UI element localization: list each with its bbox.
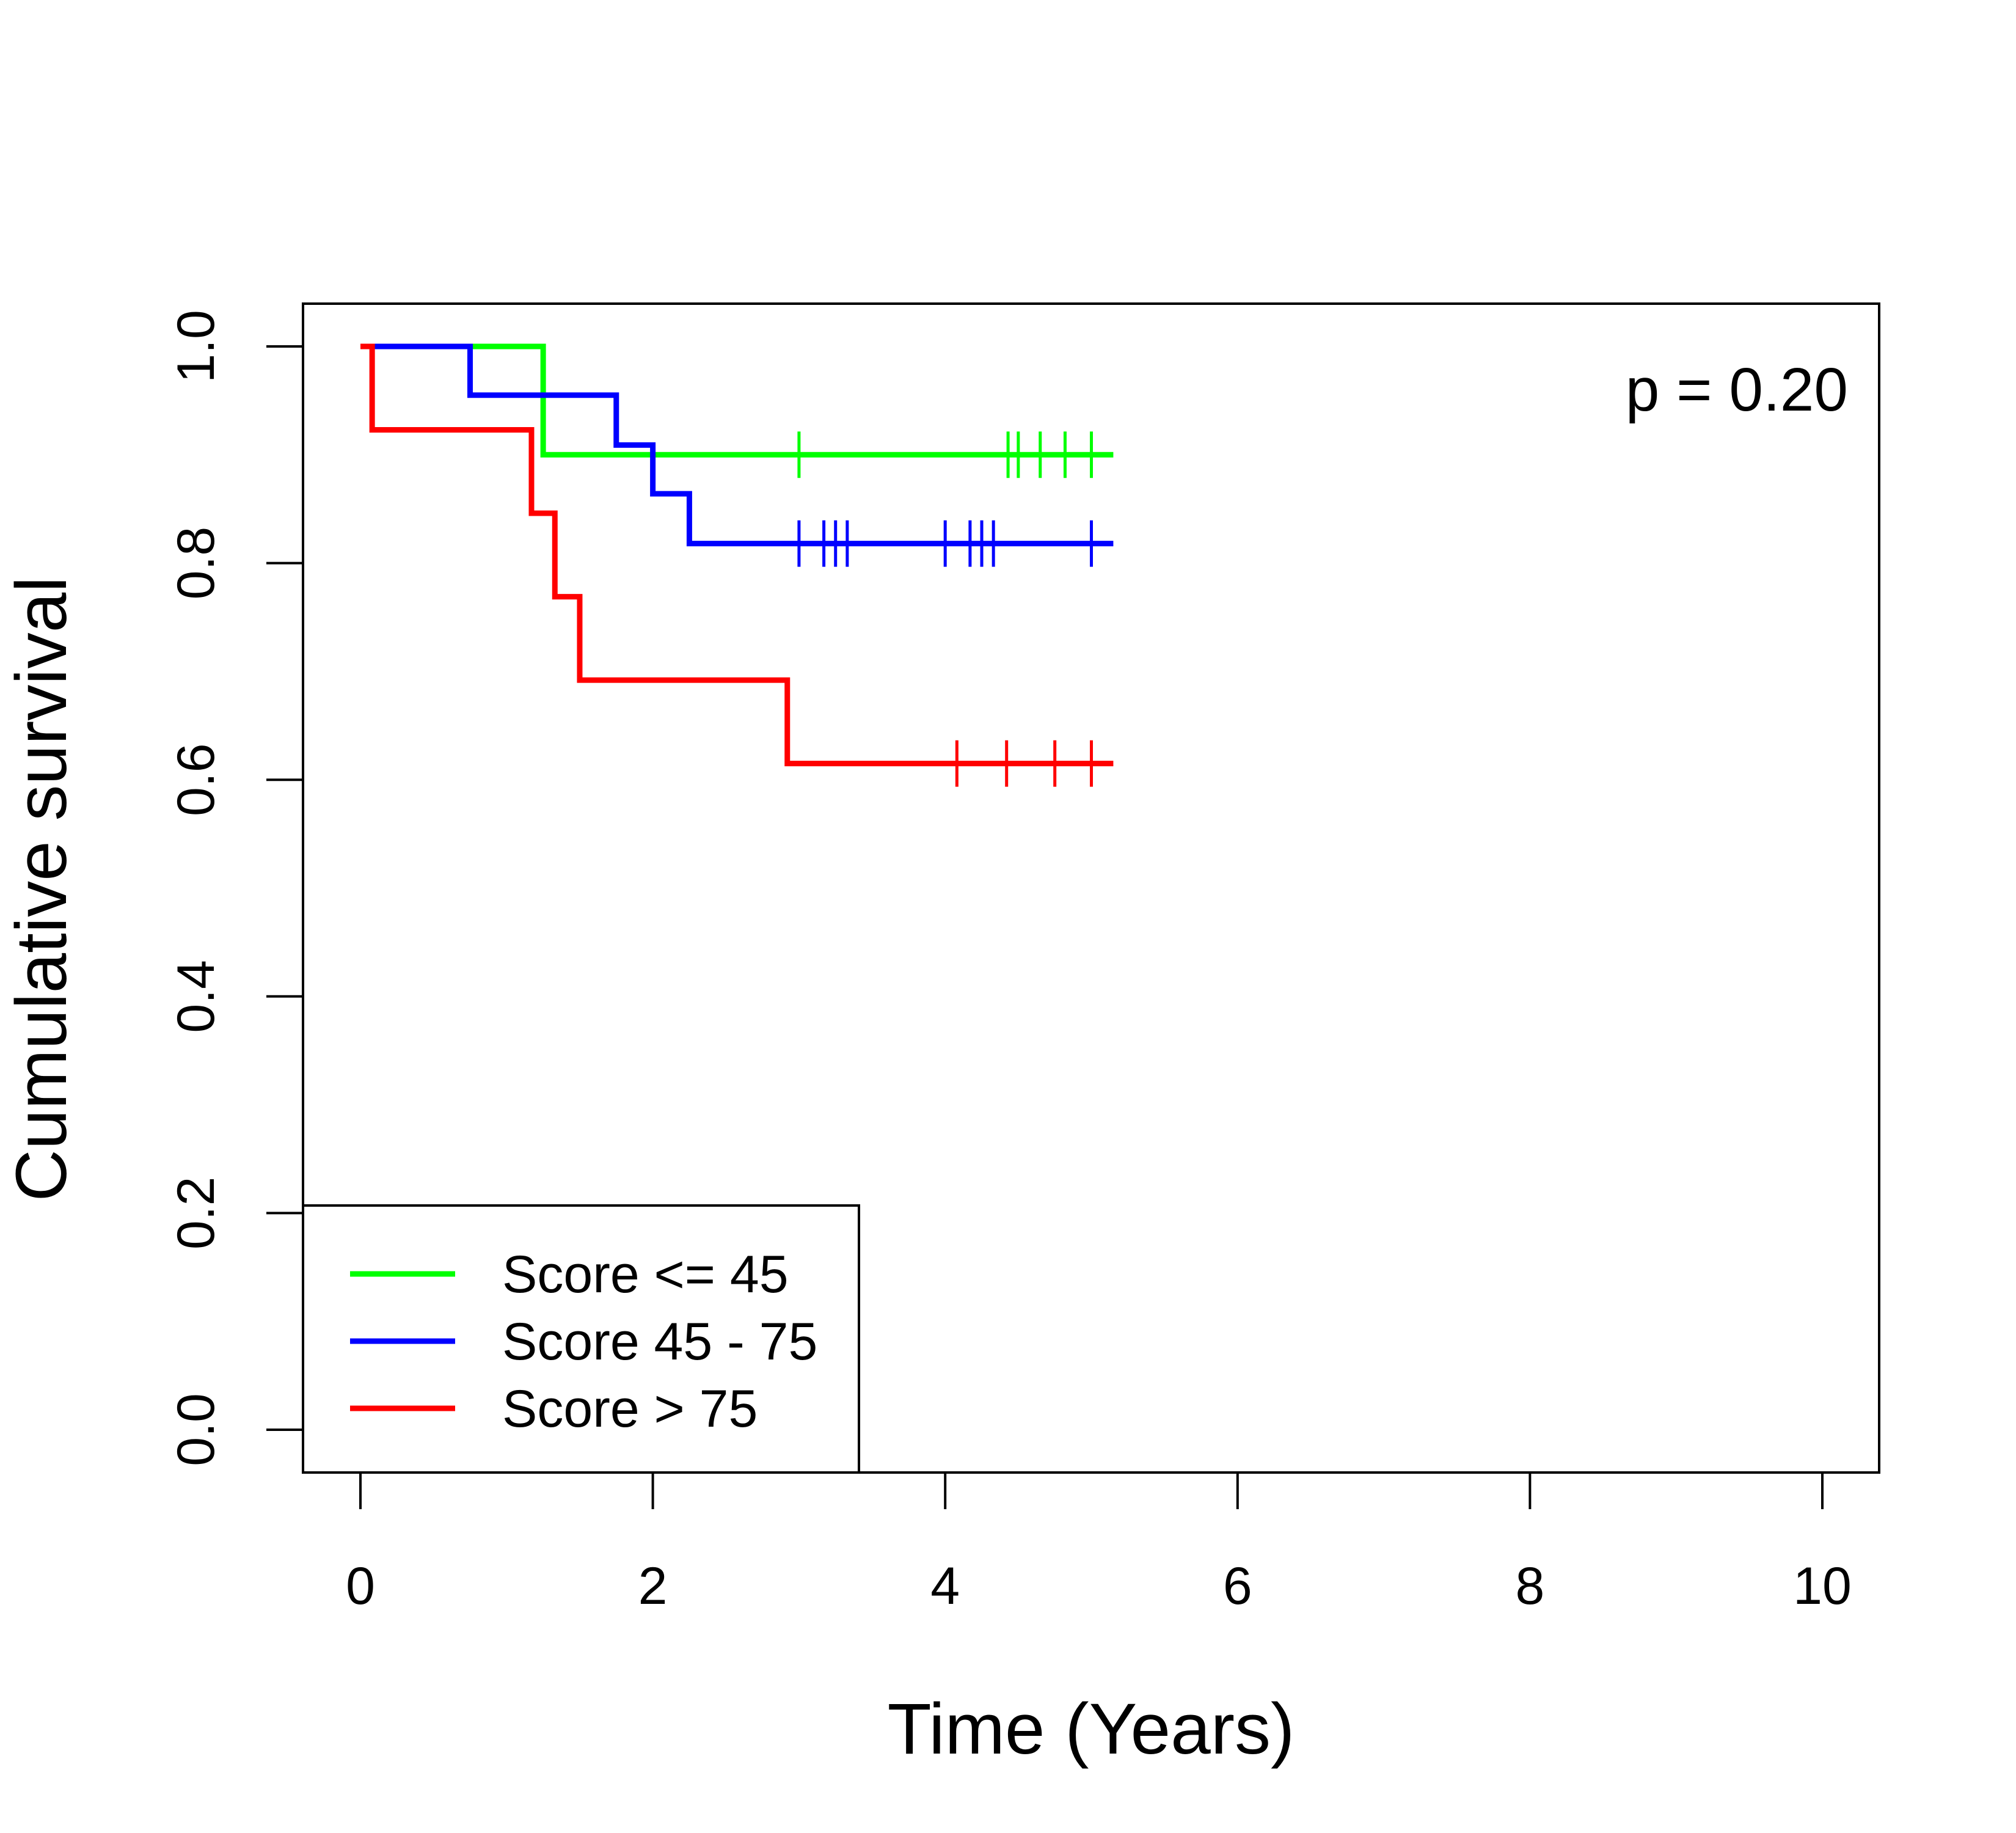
- y-tick-label: 0.6: [167, 743, 225, 816]
- y-tick-label: 0.8: [167, 527, 225, 600]
- series-layer: [360, 343, 1114, 787]
- legend-label: Score <= 45: [502, 1245, 789, 1304]
- series-2: [360, 343, 1114, 567]
- series-3: [360, 343, 1114, 787]
- x-tick-label: 8: [1515, 1557, 1544, 1615]
- plot-frame: [302, 302, 1880, 1474]
- x-tick-label: 4: [930, 1557, 960, 1615]
- y-tick-label: 0.4: [167, 960, 225, 1033]
- y-axis-title: Cumulative survival: [1, 577, 82, 1202]
- x-tick-label: 10: [1793, 1557, 1852, 1615]
- legend-label: Score > 75: [502, 1380, 758, 1438]
- series-line: [360, 343, 1114, 767]
- y-tick-label: 0.2: [167, 1177, 225, 1250]
- x-tick-label: 6: [1223, 1557, 1252, 1615]
- y-tick-label: 0.0: [167, 1393, 225, 1466]
- x-axis-title: Time (Years): [888, 1689, 1295, 1769]
- legend: Score <= 45 Score 45 - 75 Score > 75: [302, 1204, 860, 1474]
- x-tick-label: 2: [638, 1557, 668, 1615]
- p-value-annotation: p = 0.20: [1626, 356, 1848, 424]
- y-axis: 0.0 0.2 0.4 0.6 0.8 1.0: [167, 310, 304, 1466]
- x-tick-label: 0: [346, 1557, 375, 1615]
- legend-label: Score 45 - 75: [502, 1312, 817, 1371]
- y-tick-label: 1.0: [167, 310, 225, 383]
- series-line: [360, 343, 1114, 547]
